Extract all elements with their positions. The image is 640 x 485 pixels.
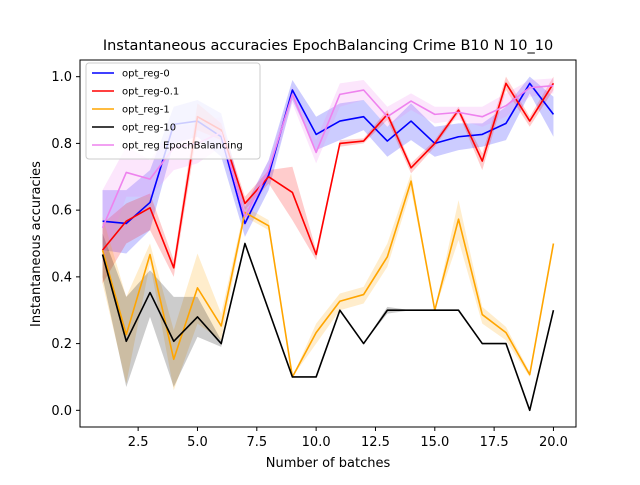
y-tick-label: 0.2: [51, 337, 72, 352]
y-tick-label: 0.8: [51, 137, 72, 152]
x-tick-label: 12.5: [361, 435, 390, 450]
x-tick-label: 10.0: [302, 435, 331, 450]
legend-box: [85, 62, 261, 160]
x-tick-label: 7.5: [246, 435, 267, 450]
y-tick-label: 0.6: [51, 204, 72, 219]
y-tick-label: 0.0: [51, 404, 72, 419]
x-tick-label: 2.5: [128, 435, 149, 450]
series-line-opt-reg-1: [101, 180, 555, 378]
x-tick-label: 17.5: [480, 435, 509, 450]
series-line-opt-reg-0-1: [101, 82, 555, 269]
x-tick-label: 15.0: [420, 435, 449, 450]
x-tick-label: 5.0: [187, 435, 208, 450]
x-tick-label: 20.0: [539, 435, 568, 450]
legend: opt_reg-0 opt_reg-0.1 opt_reg-1 opt_reg-10o…: [85, 62, 261, 160]
legend-label-opt-reg-10: opt_reg-10: [122, 123, 176, 134]
legend-label-opt-reg-1: opt_reg-1: [122, 105, 170, 116]
y-axis-label: Instantaneous accuracies: [29, 161, 44, 327]
y-tick-label: 0.4: [51, 270, 72, 285]
legend-label-opt-reg-0: opt_reg-0: [122, 69, 170, 80]
x-axis-label: Number of batches: [266, 456, 391, 471]
y-tick-label: 1.0: [51, 70, 72, 85]
plot-frame: [79, 59, 577, 428]
chart-title: Instantaneous accuracies EpochBalancing …: [103, 38, 553, 54]
series-line-opt-reg-10: [101, 242, 555, 412]
legend-label-opt-reg-0-1: opt_reg-0.1: [122, 87, 179, 98]
axes: 2.5 5.0 7.5 10.0 12.5 15.0 17.5 20.0 0.0 0.2 0.4 0.…: [51, 59, 577, 450]
legend-label-opt-reg-epochbalancing: opt_reg EpochBalancing: [122, 141, 243, 152]
